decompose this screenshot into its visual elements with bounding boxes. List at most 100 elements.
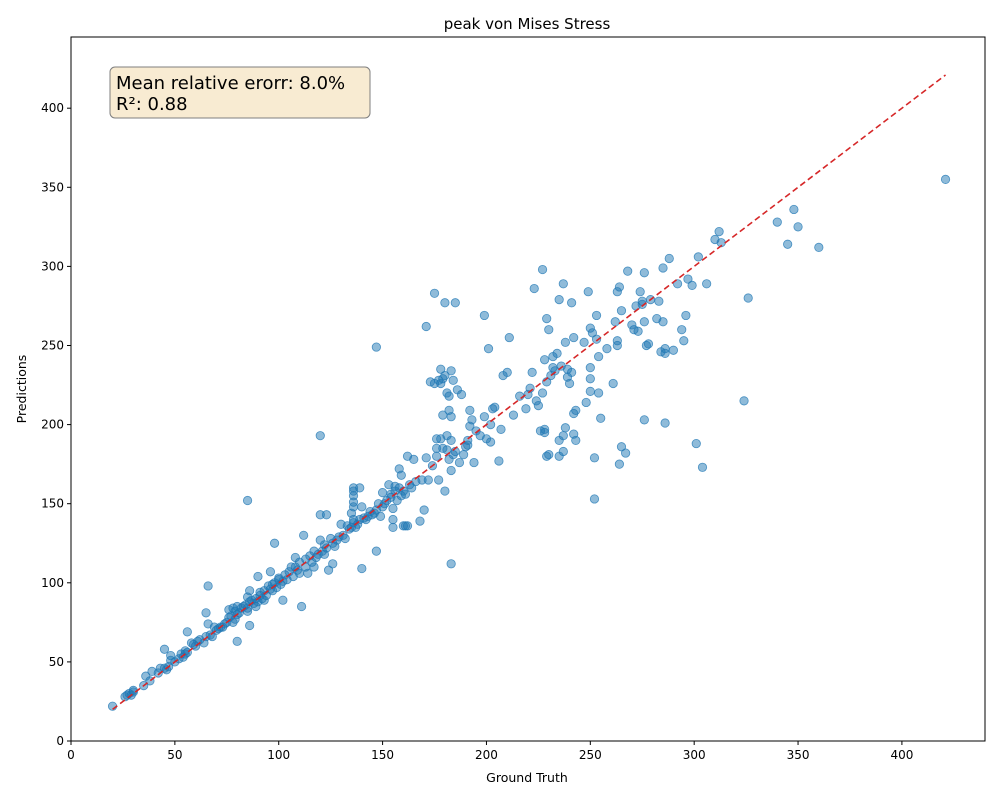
data-point (355, 483, 365, 493)
data-point (544, 450, 554, 460)
data-point (388, 514, 398, 525)
x-axis-label: Ground Truth (486, 770, 568, 785)
data-point (278, 595, 288, 605)
data-point (440, 486, 450, 496)
data-point (469, 457, 479, 468)
data-point (456, 389, 467, 400)
data-point (558, 279, 568, 289)
y-tick-label: 100 (41, 576, 64, 590)
data-point (614, 459, 625, 469)
data-point (465, 405, 475, 415)
x-axis: 0 50 100 150 200 250 300 350 400 (67, 741, 913, 762)
data-point (409, 454, 419, 464)
data-point (419, 505, 429, 515)
plot-area: 0 50 100 150 200 250 300 350 400 0 50 100 150 200 250… (41, 36, 986, 762)
data-point (610, 317, 620, 327)
data-point (739, 396, 749, 406)
data-point (303, 568, 313, 578)
data-point (677, 325, 687, 335)
data-point (702, 279, 712, 289)
data-point (544, 325, 554, 335)
y-tick-label: 150 (41, 497, 64, 511)
data-point (496, 424, 506, 434)
data-point (483, 344, 494, 354)
data-point (789, 204, 799, 215)
data-point (207, 631, 217, 642)
data-point (371, 342, 381, 352)
annotation-error-text: Mean relative erorr: 8.0% (116, 73, 345, 94)
data-point (585, 386, 595, 396)
data-point (664, 253, 674, 264)
data-point (558, 431, 568, 441)
y-tick-label: 250 (41, 338, 64, 352)
data-point (668, 345, 679, 355)
data-point (357, 502, 367, 512)
data-point (537, 264, 548, 275)
data-point (467, 415, 477, 425)
data-point (567, 367, 577, 377)
data-point (375, 511, 386, 521)
data-point (560, 337, 570, 347)
metrics-annotation-box: Mean relative erorr: 8.0% R²: 0.88 (109, 66, 371, 119)
data-point (529, 283, 539, 294)
data-point (321, 510, 332, 520)
data-point (567, 298, 577, 308)
x-tick-label: 0 (67, 748, 75, 762)
data-point (660, 418, 670, 428)
data-point (591, 334, 602, 344)
data-point (594, 388, 604, 398)
data-point (569, 332, 579, 343)
data-point (639, 268, 649, 278)
data-point (479, 310, 489, 321)
data-point (309, 562, 319, 572)
data-point (444, 391, 454, 401)
data-point (639, 317, 649, 327)
data-point (714, 226, 724, 237)
data-point (421, 321, 431, 332)
data-point (269, 538, 280, 548)
data-point (687, 280, 697, 290)
data-point (494, 456, 504, 466)
data-point (159, 644, 170, 654)
data-point (245, 620, 255, 631)
x-tick-label: 250 (579, 748, 602, 762)
data-point (201, 608, 211, 618)
x-tick-label: 50 (167, 748, 182, 762)
data-point (558, 446, 568, 457)
x-tick-label: 300 (683, 748, 706, 762)
data-point (479, 412, 489, 422)
data-point (459, 450, 469, 460)
data-point (616, 306, 627, 316)
data-point (242, 495, 253, 506)
data-point (371, 546, 381, 556)
y-axis-label: Predictions (14, 355, 29, 424)
y-tick-label: 350 (41, 180, 64, 194)
data-point (502, 367, 512, 377)
y-tick-label: 200 (41, 418, 64, 432)
chart-title: peak von Mises Stress (444, 15, 611, 33)
data-point (440, 298, 450, 308)
data-point (614, 282, 625, 292)
data-point (446, 412, 456, 422)
data-point (579, 337, 589, 347)
data-point (423, 475, 433, 485)
data-point (402, 521, 413, 531)
data-point (203, 581, 213, 591)
data-point (571, 405, 581, 415)
data-point (521, 404, 531, 414)
data-point (654, 296, 664, 306)
annotation-background (109, 66, 371, 119)
data-point (743, 293, 753, 303)
data-point (814, 242, 824, 253)
data-point (683, 274, 693, 284)
data-point (679, 336, 689, 346)
data-point (589, 494, 600, 504)
data-point (388, 503, 398, 514)
data-point (533, 401, 543, 411)
data-point (421, 453, 431, 463)
data-point (635, 287, 645, 297)
data-point (658, 317, 668, 327)
data-point (296, 601, 307, 612)
data-point (446, 366, 456, 376)
